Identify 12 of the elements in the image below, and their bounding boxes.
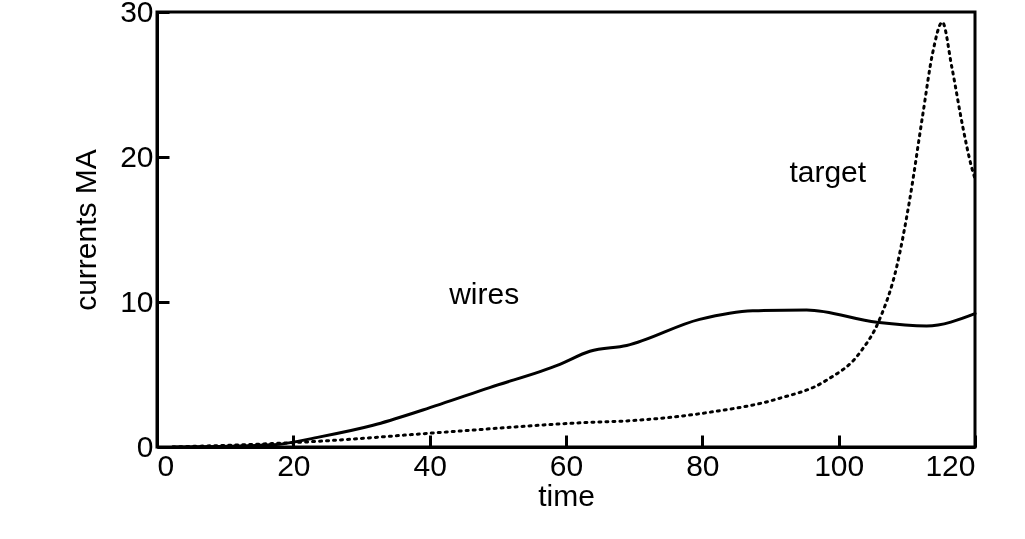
x-tick-label: 80 — [686, 448, 720, 482]
y-tick-label: 30 — [120, 0, 154, 28]
y-tick-label: 10 — [120, 284, 154, 318]
series-label: target — [789, 154, 867, 188]
text: wires — [448, 276, 520, 310]
x-tick-label: 0 — [157, 448, 175, 482]
x-tick-label: 120 — [925, 448, 976, 482]
y-axis-title: currents MA — [69, 149, 103, 311]
x-tick-label: 40 — [413, 448, 447, 482]
y-tick-label: 20 — [120, 139, 154, 173]
x-tick-label: 20 — [277, 448, 311, 482]
x-tick-label: 100 — [814, 448, 865, 482]
